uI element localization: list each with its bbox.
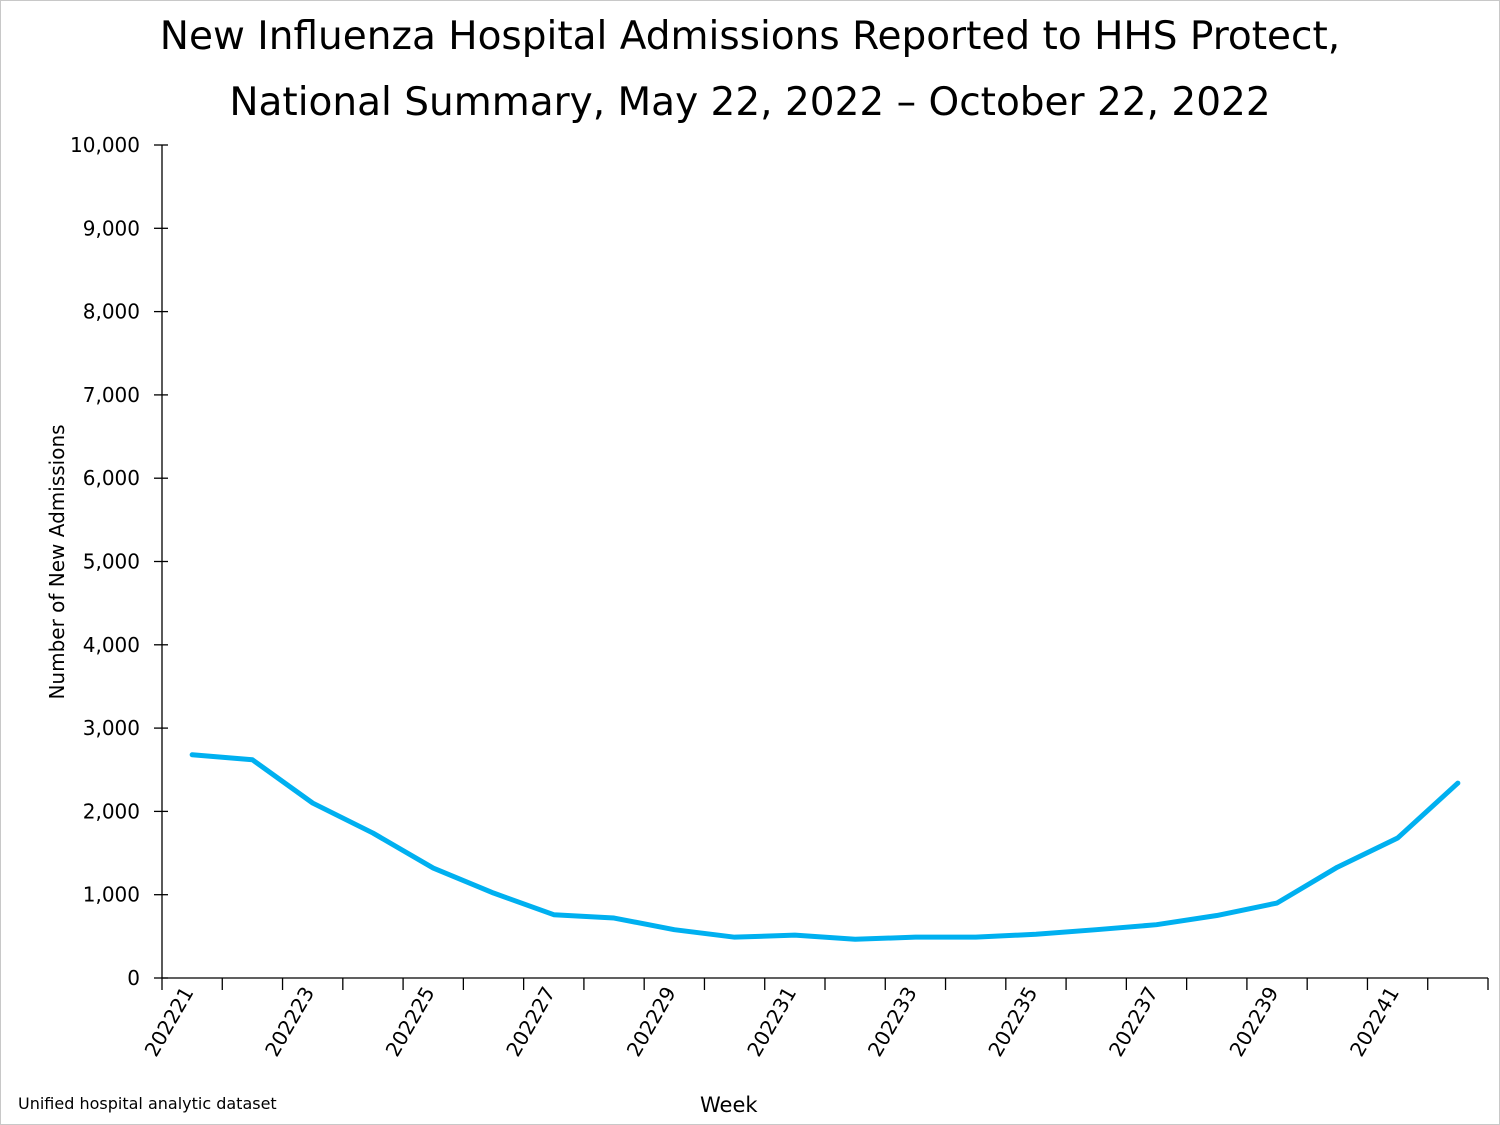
y-tick-label: 7,000 (83, 383, 140, 407)
y-tick-label: 9,000 (83, 216, 140, 240)
y-tick-label: 0 (127, 966, 140, 990)
y-tick-label: 5,000 (83, 550, 140, 574)
y-tick-label: 10,000 (70, 133, 140, 157)
x-tick-label: 202231 (742, 983, 801, 1061)
y-tick-label: 2,000 (83, 799, 140, 823)
x-tick-label: 202233 (863, 983, 922, 1061)
x-axis-label: Week (700, 1093, 758, 1117)
y-tick-label: 4,000 (83, 633, 140, 657)
x-tick-label: 202223 (260, 983, 319, 1061)
x-tick-label: 202237 (1104, 983, 1163, 1061)
y-tick-label: 3,000 (83, 716, 140, 740)
chart-title-line2: National Summary, May 22, 2022 – October… (229, 80, 1271, 125)
x-tick-label: 202229 (622, 983, 681, 1061)
x-tick-label: 202239 (1224, 983, 1283, 1061)
y-tick-label: 8,000 (83, 300, 140, 324)
x-tick-label: 202241 (1345, 983, 1404, 1061)
y-tick-label: 6,000 (83, 466, 140, 490)
x-tick-label: 202227 (501, 983, 560, 1061)
chart-title-line1: New Influenza Hospital Admissions Report… (159, 14, 1341, 59)
x-tick-label: 202225 (381, 983, 440, 1061)
x-tick-label: 202235 (983, 983, 1042, 1061)
y-axis-label: Number of New Admissions (45, 424, 69, 699)
source-note: Unified hospital analytic dataset (18, 1094, 277, 1113)
y-tick-label: 1,000 (83, 883, 140, 907)
x-tick-label: 202221 (140, 983, 199, 1061)
series-line (189, 752, 1461, 942)
